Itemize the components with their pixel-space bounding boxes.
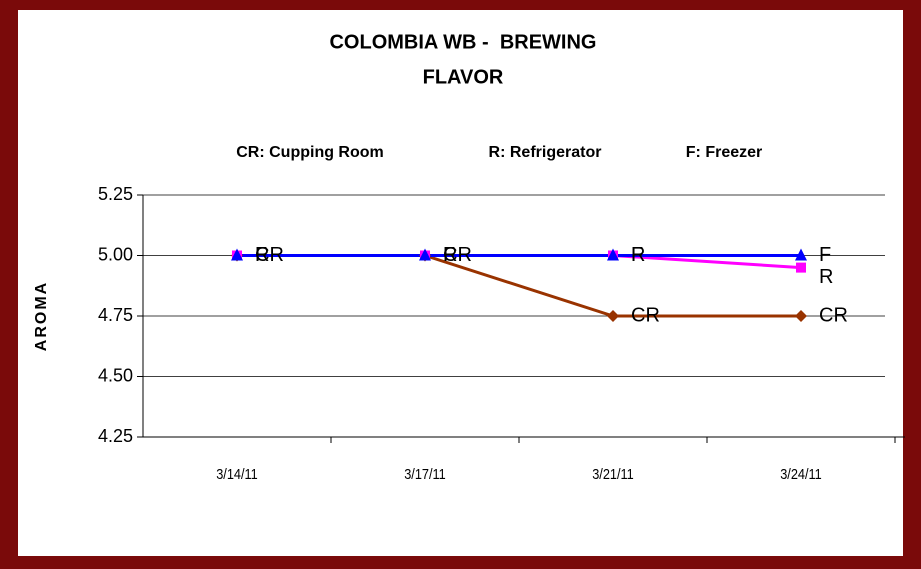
marker bbox=[795, 310, 807, 322]
marker bbox=[607, 310, 619, 322]
data-label: CR bbox=[819, 304, 848, 326]
chart-title: FLAVOR bbox=[423, 66, 504, 88]
data-label: R bbox=[819, 266, 833, 288]
chart-area bbox=[18, 10, 903, 556]
x-tick-label: 3/21/11 bbox=[592, 465, 634, 482]
annotation: F: Freezer bbox=[686, 144, 762, 161]
marker bbox=[795, 248, 807, 261]
marker bbox=[419, 248, 431, 261]
annotation: R: Refrigerator bbox=[489, 144, 602, 161]
y-tick-label: 4.25 bbox=[98, 426, 133, 446]
data-label: R bbox=[631, 244, 645, 266]
data-label: CR bbox=[255, 244, 284, 266]
annotation: CR: Cupping Room bbox=[236, 144, 384, 161]
data-label: F bbox=[631, 244, 643, 266]
chart-title: COLOMBIA WB - BREWING bbox=[329, 31, 596, 53]
y-tick-label: 4.50 bbox=[98, 365, 133, 385]
x-tick-label: 3/14/11 bbox=[216, 465, 258, 482]
y-axis-label: AROMA bbox=[33, 281, 50, 351]
data-label: F bbox=[819, 244, 831, 266]
data-label: CR bbox=[631, 304, 660, 326]
marker bbox=[796, 262, 806, 273]
y-tick-label: 5.25 bbox=[98, 184, 133, 204]
data-label: CR bbox=[443, 244, 472, 266]
data-label: R bbox=[443, 244, 457, 266]
marker bbox=[231, 248, 243, 261]
y-tick-label: 5.00 bbox=[98, 244, 133, 264]
y-tick-label: 4.75 bbox=[98, 305, 133, 325]
x-tick-label: 3/24/11 bbox=[780, 465, 822, 482]
data-label: F bbox=[443, 244, 455, 266]
data-label: F bbox=[255, 244, 267, 266]
marker bbox=[607, 248, 619, 261]
data-label: R bbox=[255, 244, 269, 266]
x-tick-label: 3/17/11 bbox=[404, 465, 446, 482]
